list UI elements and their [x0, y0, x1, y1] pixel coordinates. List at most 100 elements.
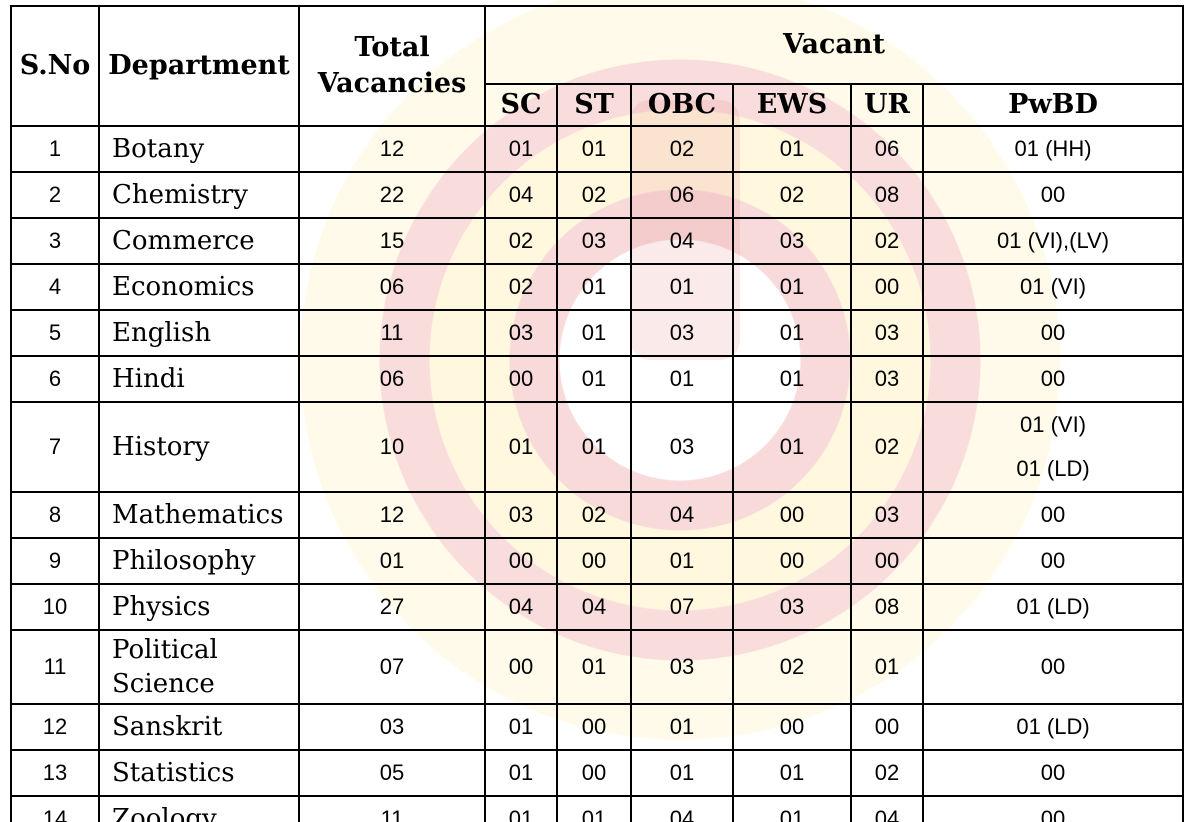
cell-dept: Sanskrit: [98, 703, 300, 751]
cell-obc: 02: [630, 125, 734, 173]
cell-pwbd: 00: [921, 171, 1185, 219]
table-row: 10 Physics 27 04 04 07 03 08 01 (LD): [10, 583, 1185, 631]
cell-obc: 01: [630, 355, 734, 403]
header-department: Department: [98, 5, 300, 127]
cell-ews: 00: [732, 537, 852, 585]
cell-ews: 01: [732, 795, 852, 822]
cell-ews: 01: [732, 401, 852, 493]
cell-total: 15: [298, 217, 486, 265]
cell-obc: 04: [630, 491, 734, 539]
cell-sc: 02: [484, 263, 558, 311]
cell-ur: 02: [850, 401, 924, 493]
cell-sc: 04: [484, 583, 558, 631]
header-obc: OBC: [630, 83, 734, 127]
cell-ur: 06: [850, 125, 924, 173]
cell-ews: 00: [732, 703, 852, 751]
table-row: 2 Chemistry 22 04 02 06 02 08 00: [10, 171, 1185, 219]
cell-st: 01: [556, 263, 632, 311]
pwbd-value: 01 (VI),(LV): [996, 228, 1110, 253]
pwbd-value: 01 (VI): [1020, 412, 1087, 437]
cell-sc: 04: [484, 171, 558, 219]
cell-total: 05: [298, 749, 486, 797]
cell-obc: 04: [630, 795, 734, 822]
cell-obc: 07: [630, 583, 734, 631]
cell-st: 01: [556, 309, 632, 357]
cell-pwbd: 01 (VI),(LV): [921, 217, 1185, 265]
table-row: 14 Zoology 11 01 01 04 01 04 00: [10, 795, 1185, 822]
cell-ur: 03: [850, 491, 924, 539]
pwbd-value: 00: [1040, 502, 1066, 527]
cell-sno: 5: [10, 309, 100, 357]
cell-ews: 01: [732, 263, 852, 311]
cell-obc: 06: [630, 171, 734, 219]
pwbd-value: 00: [1040, 760, 1066, 785]
cell-pwbd: 00: [921, 749, 1185, 797]
cell-ews: 01: [732, 309, 852, 357]
cell-ews: 03: [732, 217, 852, 265]
cell-total: 01: [298, 537, 486, 585]
cell-obc: 01: [630, 537, 734, 585]
cell-pwbd: 01 (HH): [921, 125, 1185, 173]
pwbd-value: 00: [1040, 654, 1066, 679]
table-row: 7 History 10 01 01 03 01 02 01 (VI) 01 (LD): [10, 401, 1185, 493]
cell-dept: Philosophy: [98, 537, 300, 585]
table-row: 4 Economics 06 02 01 01 01 00 01 (VI): [10, 263, 1185, 311]
cell-sno: 12: [10, 703, 100, 751]
cell-total: 03: [298, 703, 486, 751]
cell-dept: Zoology: [98, 795, 300, 822]
cell-st: 01: [556, 125, 632, 173]
cell-total: 11: [298, 309, 486, 357]
pwbd-value: 00: [1040, 320, 1066, 345]
header-pwbd: PwBD: [921, 83, 1185, 127]
cell-total: 11: [298, 795, 486, 822]
cell-sno: 10: [10, 583, 100, 631]
cell-sc: 01: [484, 795, 558, 822]
cell-dept: Hindi: [98, 355, 300, 403]
cell-pwbd: 00: [921, 537, 1185, 585]
cell-dept: Economics: [98, 263, 300, 311]
header-ur: UR: [850, 83, 924, 127]
table-row: 9 Philosophy 01 00 00 01 00 00 00: [10, 537, 1185, 585]
pwbd-value: 01 (VI): [1020, 274, 1087, 299]
cell-dept: Chemistry: [98, 171, 300, 219]
cell-total: 06: [298, 355, 486, 403]
cell-pwbd: 00: [921, 795, 1185, 822]
cell-sc: 00: [484, 537, 558, 585]
cell-st: 00: [556, 749, 632, 797]
cell-dept: Statistics: [98, 749, 300, 797]
cell-ur: 00: [850, 263, 924, 311]
cell-pwbd: 01 (LD): [921, 583, 1185, 631]
cell-dept: Political Science: [98, 629, 300, 705]
pwbd-value: 00: [1040, 806, 1066, 822]
cell-sno: 3: [10, 217, 100, 265]
header-total-vacancies: Total Vacancies: [298, 5, 486, 127]
cell-total: 12: [298, 491, 486, 539]
cell-total: 07: [298, 629, 486, 705]
cell-ews: 01: [732, 749, 852, 797]
table-row: 13 Statistics 05 01 00 01 01 02 00: [10, 749, 1185, 797]
cell-ews: 01: [732, 355, 852, 403]
cell-sc: 01: [484, 125, 558, 173]
cell-total: 27: [298, 583, 486, 631]
cell-dept: History: [98, 401, 300, 493]
cell-pwbd: 00: [921, 629, 1185, 705]
table-row: 1 Botany 12 01 01 02 01 06 01 (HH): [10, 125, 1185, 173]
cell-st: 00: [556, 537, 632, 585]
cell-sno: 14: [10, 795, 100, 822]
table-row: 8 Mathematics 12 03 02 04 00 03 00: [10, 491, 1185, 539]
cell-pwbd: 01 (LD): [921, 703, 1185, 751]
header-sno: S.No: [10, 5, 100, 127]
cell-sno: 1: [10, 125, 100, 173]
cell-ur: 04: [850, 795, 924, 822]
cell-ur: 00: [850, 537, 924, 585]
cell-pwbd: 00: [921, 491, 1185, 539]
cell-sc: 01: [484, 401, 558, 493]
cell-st: 01: [556, 795, 632, 822]
cell-sno: 11: [10, 629, 100, 705]
cell-ur: 00: [850, 703, 924, 751]
table-row: 12 Sanskrit 03 01 00 01 00 00 01 (LD): [10, 703, 1185, 751]
cell-sno: 9: [10, 537, 100, 585]
cell-total: 06: [298, 263, 486, 311]
cell-sc: 02: [484, 217, 558, 265]
